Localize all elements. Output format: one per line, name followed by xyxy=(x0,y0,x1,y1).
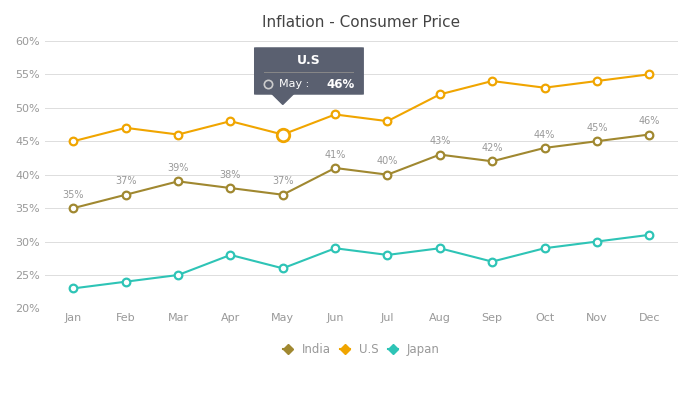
Text: 35%: 35% xyxy=(62,190,84,200)
Text: 46%: 46% xyxy=(327,78,355,90)
Text: 46%: 46% xyxy=(638,116,660,126)
Text: 43%: 43% xyxy=(429,136,450,146)
Text: 42%: 42% xyxy=(482,143,503,153)
Legend: India, U.S, Japan: India, U.S, Japan xyxy=(283,343,440,356)
Text: 45%: 45% xyxy=(586,123,608,133)
Text: U.S: U.S xyxy=(297,54,321,67)
Text: 41%: 41% xyxy=(324,149,346,160)
Text: 44%: 44% xyxy=(534,130,555,139)
Title: Inflation - Consumer Price: Inflation - Consumer Price xyxy=(262,15,460,30)
Text: 39%: 39% xyxy=(168,163,188,173)
Text: 37%: 37% xyxy=(272,177,294,186)
Text: 37%: 37% xyxy=(115,177,137,186)
Text: 38%: 38% xyxy=(220,170,241,180)
Text: May :: May : xyxy=(279,79,313,89)
Text: 40%: 40% xyxy=(377,156,398,166)
Polygon shape xyxy=(271,93,295,104)
FancyBboxPatch shape xyxy=(254,47,364,95)
